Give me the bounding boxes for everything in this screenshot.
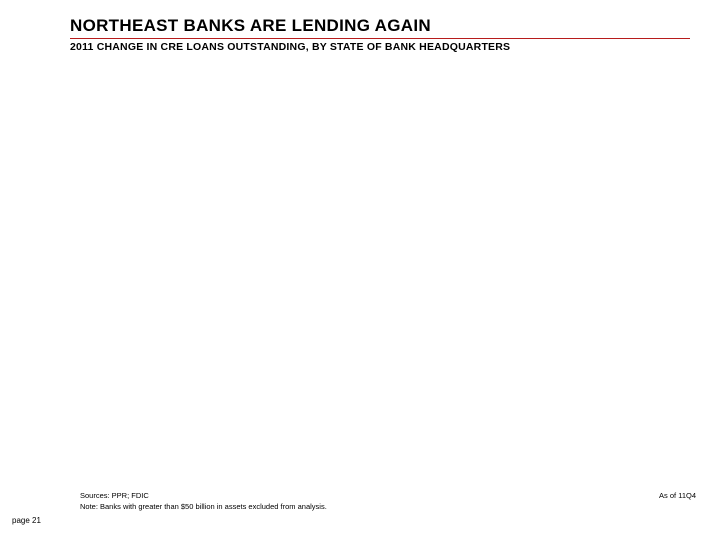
page-number: page 21	[12, 516, 41, 525]
sources-footnote: Sources: PPR; FDIC	[80, 491, 149, 500]
slide-title: NORTHEAST BANKS ARE LENDING AGAIN	[70, 16, 431, 36]
note-footnote: Note: Banks with greater than $50 billio…	[80, 502, 327, 511]
as-of-label: As of 11Q4	[659, 491, 696, 500]
slide-subtitle: 2011 CHANGE IN CRE LOANS OUTSTANDING, BY…	[70, 38, 690, 53]
